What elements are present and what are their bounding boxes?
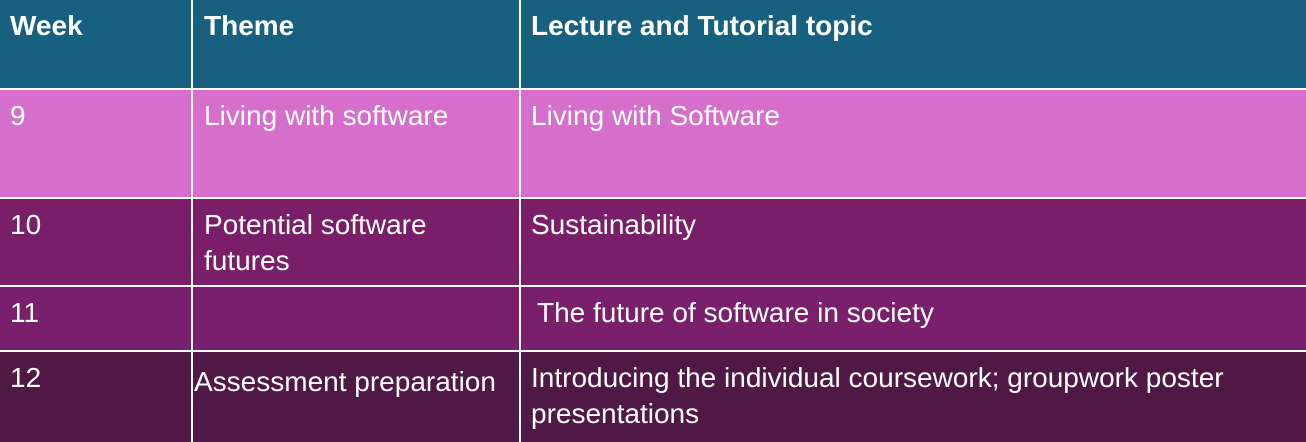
table-row: 10 Potential software futures Sustainabi… xyxy=(0,197,1306,288)
theme-cell xyxy=(192,286,521,352)
theme-text: Assessment preparation xyxy=(194,365,496,397)
week-cell: 9 xyxy=(0,89,193,199)
week-cell: 12 xyxy=(0,350,193,442)
topic-text: Introducing the individual coursework; g… xyxy=(531,361,1224,429)
table-row: 9 Living with software Living with Softw… xyxy=(0,89,1306,199)
theme-cell: Potential software futures xyxy=(192,197,521,288)
theme-text: Living with software xyxy=(204,100,449,132)
week-number: 12 xyxy=(10,361,42,393)
header-topic-label: Lecture and Tutorial topic xyxy=(531,10,873,41)
table-row: 11 The future of software in society xyxy=(0,286,1306,352)
topic-text: Living with Software xyxy=(531,100,781,132)
week-cell: 10 xyxy=(0,197,193,288)
header-theme: Theme xyxy=(192,0,521,91)
theme-text xyxy=(193,287,518,295)
table-row: 12 Assessment preparation Introducing th… xyxy=(0,350,1306,442)
header-theme-label: Theme xyxy=(204,10,295,41)
header-week: Week xyxy=(0,0,193,91)
table-header-row: Week Theme Lecture and Tutorial topic xyxy=(0,0,1306,91)
week-number: 9 xyxy=(10,100,26,132)
topic-cell: Living with Software xyxy=(520,89,1306,199)
theme-cell: Living with software xyxy=(192,89,521,199)
header-week-label: Week xyxy=(10,10,83,41)
week-number: 10 xyxy=(10,208,42,240)
topic-cell: The future of software in society xyxy=(520,286,1306,352)
week-number: 11 xyxy=(10,297,40,329)
topic-text: The future of software in society xyxy=(537,297,934,329)
topic-text: Sustainability xyxy=(531,208,696,240)
theme-cell: Assessment preparation xyxy=(192,350,521,442)
week-cell: 11 xyxy=(0,286,193,352)
topic-cell: Sustainability xyxy=(520,197,1306,288)
theme-text: Potential software futures xyxy=(204,208,427,276)
topic-cell: Introducing the individual coursework; g… xyxy=(520,350,1306,442)
header-topic: Lecture and Tutorial topic xyxy=(520,0,1306,91)
